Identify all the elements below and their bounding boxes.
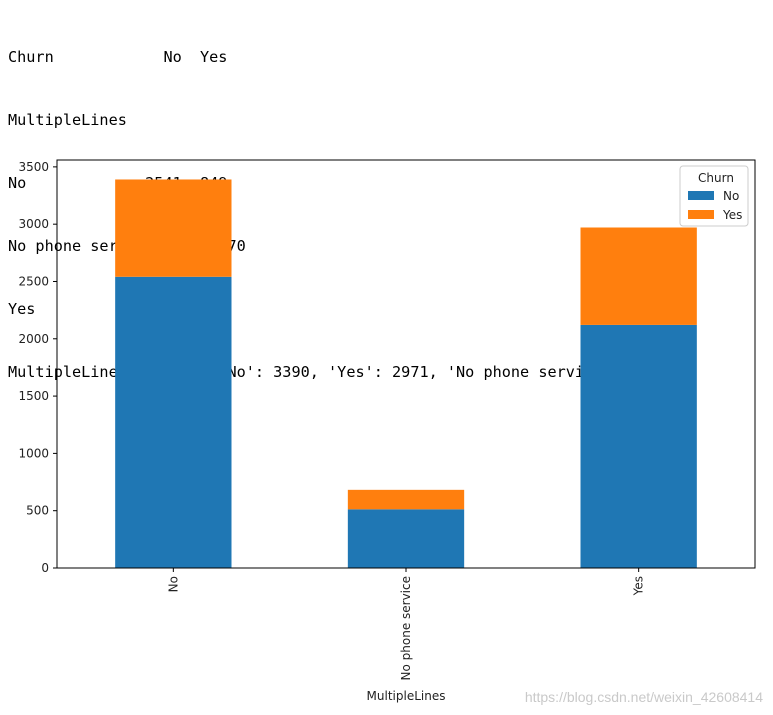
- x-tick-label-yes: Yes: [632, 576, 646, 596]
- bar-no-churn-no: [115, 276, 232, 568]
- legend-label-no: No: [723, 189, 739, 203]
- y-tick-label: 0: [41, 561, 49, 575]
- legend-title: Churn: [698, 171, 734, 185]
- bar-yes-churn-no: [580, 324, 697, 568]
- y-tick-label: 1500: [18, 389, 49, 403]
- y-tick-label: 2000: [18, 332, 49, 346]
- y-tick-label: 2500: [18, 274, 49, 288]
- output-line-header: Churn No Yes: [8, 48, 228, 66]
- y-tick-label: 3500: [18, 160, 49, 174]
- legend: Churn No Yes: [679, 165, 749, 227]
- x-tick-label-no-phone-service: No phone service: [399, 576, 413, 680]
- stacked-bar-chart: 0 500 1000 1500 2000 2500 3000 3500 No No phone …: [18, 159, 756, 703]
- legend-swatch-no: [688, 191, 714, 200]
- y-tick-label: 1000: [18, 446, 49, 460]
- bar-yes-churn-yes: [580, 227, 697, 325]
- output-line-index-name: MultipleLines: [8, 111, 228, 129]
- watermark: https://blog.csdn.net/weixin_42608414: [524, 689, 763, 705]
- legend-label-yes: Yes: [722, 208, 742, 222]
- y-tick-label: 500: [26, 504, 49, 518]
- x-axis-title: MultipleLines: [367, 689, 446, 703]
- bar-no-phone-service-churn-yes: [347, 489, 465, 510]
- bar-no-churn-yes: [115, 179, 232, 277]
- legend-swatch-yes: [688, 210, 714, 219]
- bar-no-phone-service-churn-no: [347, 509, 465, 568]
- y-tick-label: 3000: [18, 217, 49, 231]
- x-tick-label-no: No: [166, 576, 180, 592]
